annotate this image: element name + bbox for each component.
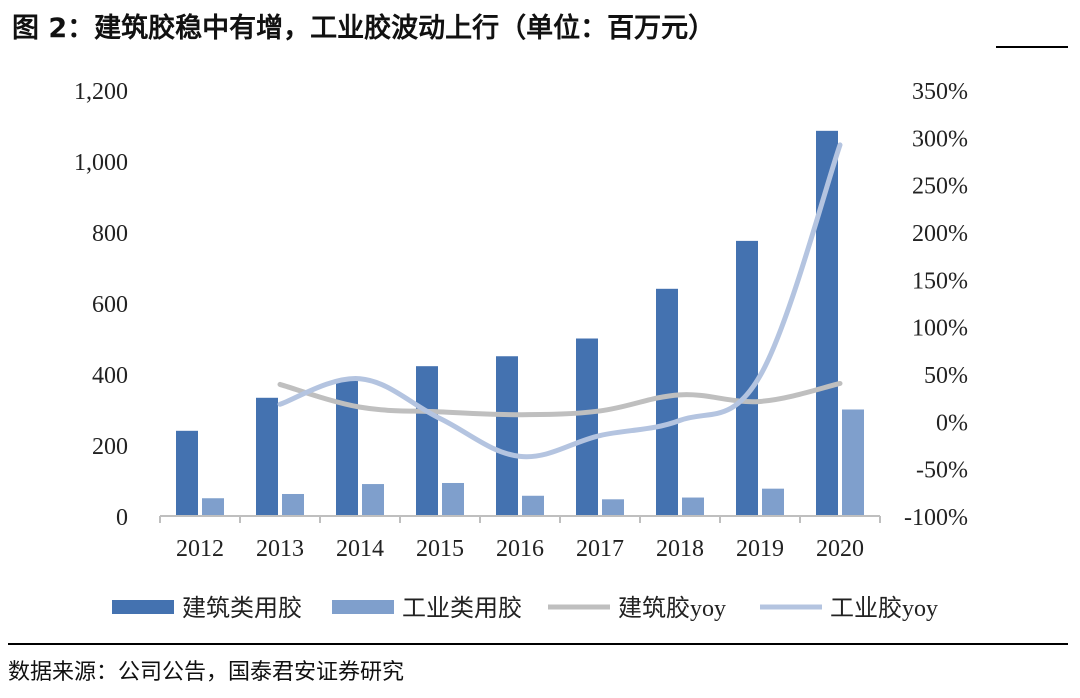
- bar-building-adhesive: [656, 288, 678, 516]
- right-tick-label: 50%: [924, 363, 968, 389]
- right-tick-label: -100%: [904, 505, 968, 531]
- legend-item-building-yoy-label: 建筑胶yoy: [618, 595, 726, 622]
- left-tick-label: 200: [92, 434, 128, 460]
- bar-building-adhesive: [816, 130, 838, 516]
- bar-building-adhesive: [176, 430, 198, 516]
- x-axis-ticks: 2012 2013 2014 2015 2016 2017 2018 2019 2020: [159, 516, 881, 562]
- right-tick-label: 0%: [936, 410, 968, 436]
- left-tick-label: 400: [92, 363, 128, 389]
- right-tick-label: 350%: [912, 79, 968, 105]
- bar-marks: [176, 130, 864, 516]
- bar-industrial-adhesive: [282, 493, 304, 516]
- bar-building-adhesive: [576, 338, 598, 516]
- x-tick-label: 2015: [416, 536, 464, 562]
- x-tick-label: 2020: [816, 536, 864, 562]
- left-tick-label: 1,000: [74, 150, 128, 176]
- chart-title: 图 2：建筑胶稳中有增，工业胶波动上行（单位：百万元）: [12, 13, 716, 44]
- bar-building-adhesive: [496, 356, 518, 516]
- right-axis-ticks: -100% -50% 0% 50% 100% 150% 200% 250% 300% 350%: [904, 79, 968, 531]
- x-tick-label: 2013: [256, 536, 304, 562]
- x-tick-label: 2016: [496, 536, 544, 562]
- bar-industrial-adhesive: [602, 499, 624, 516]
- left-axis-ticks: 0 200 400 600 800 1,000 1,200: [74, 79, 128, 531]
- footer-rule: [8, 643, 1068, 645]
- legend-item-industrial-adhesive-swatch: [332, 600, 394, 614]
- left-tick-label: 600: [92, 292, 128, 318]
- x-tick-label: 2012: [176, 536, 224, 562]
- source-note: 数据来源：公司公告，国泰君安证券研究: [8, 660, 405, 685]
- left-tick-label: 800: [92, 221, 128, 247]
- legend-item-industrial-adhesive-label: 工业类用胶: [402, 595, 522, 622]
- line-marks: [277, 142, 843, 460]
- bar-building-adhesive: [256, 397, 278, 516]
- x-tick-label: 2017: [576, 536, 624, 562]
- chart-svg: 0 200 400 600 800 1,000 1,200 -100% -50% 0% 50% 10…: [74, 79, 968, 622]
- legend-item-building-adhesive-label: 建筑类用胶: [182, 595, 302, 622]
- line-building-yoy: [277, 380, 843, 418]
- right-tick-label: 200%: [912, 221, 968, 247]
- left-tick-label: 1,200: [74, 79, 128, 105]
- legend-item-building-adhesive-swatch: [112, 600, 174, 614]
- bar-industrial-adhesive: [202, 498, 224, 516]
- x-tick-label: 2018: [656, 536, 704, 562]
- bar-building-adhesive: [416, 366, 438, 516]
- right-tick-label: 300%: [912, 126, 968, 152]
- bar-building-adhesive: [736, 240, 758, 516]
- bar-building-adhesive: [336, 380, 358, 516]
- right-tick-label: -50%: [916, 458, 968, 484]
- bar-industrial-adhesive: [442, 482, 464, 516]
- x-tick-label: 2014: [336, 536, 384, 562]
- chart-legend: 建筑类用胶 工业类用胶 建筑胶yoy 工业胶yoy: [112, 595, 938, 622]
- title-rule: [996, 46, 1068, 48]
- bar-industrial-adhesive: [522, 495, 544, 516]
- right-tick-label: 250%: [912, 174, 968, 200]
- left-tick-label: 0: [116, 505, 128, 531]
- bar-industrial-adhesive: [682, 497, 704, 516]
- x-tick-label: 2019: [736, 536, 784, 562]
- line-industrial-yoy: [277, 142, 843, 460]
- legend-item-industrial-yoy-label: 工业胶yoy: [830, 595, 938, 622]
- right-tick-label: 100%: [912, 316, 968, 342]
- bar-industrial-adhesive: [362, 484, 384, 516]
- bar-industrial-adhesive: [762, 488, 784, 516]
- right-tick-label: 150%: [912, 268, 968, 294]
- bar-industrial-adhesive: [842, 409, 864, 516]
